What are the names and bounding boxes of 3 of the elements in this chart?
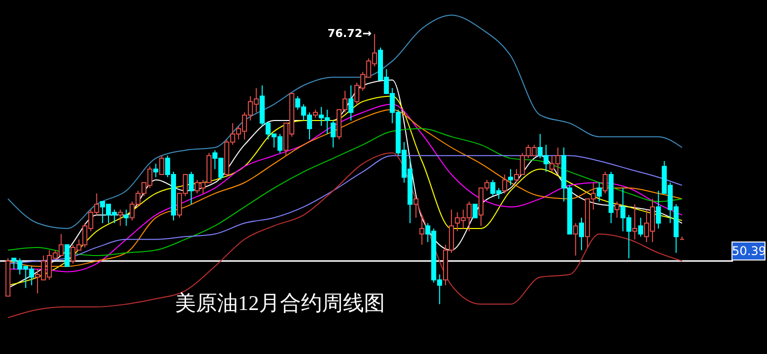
text: 50.39	[732, 244, 766, 258]
annotation: 76.72→	[328, 27, 372, 40]
text: 美原油12月合约周线图	[175, 291, 385, 315]
